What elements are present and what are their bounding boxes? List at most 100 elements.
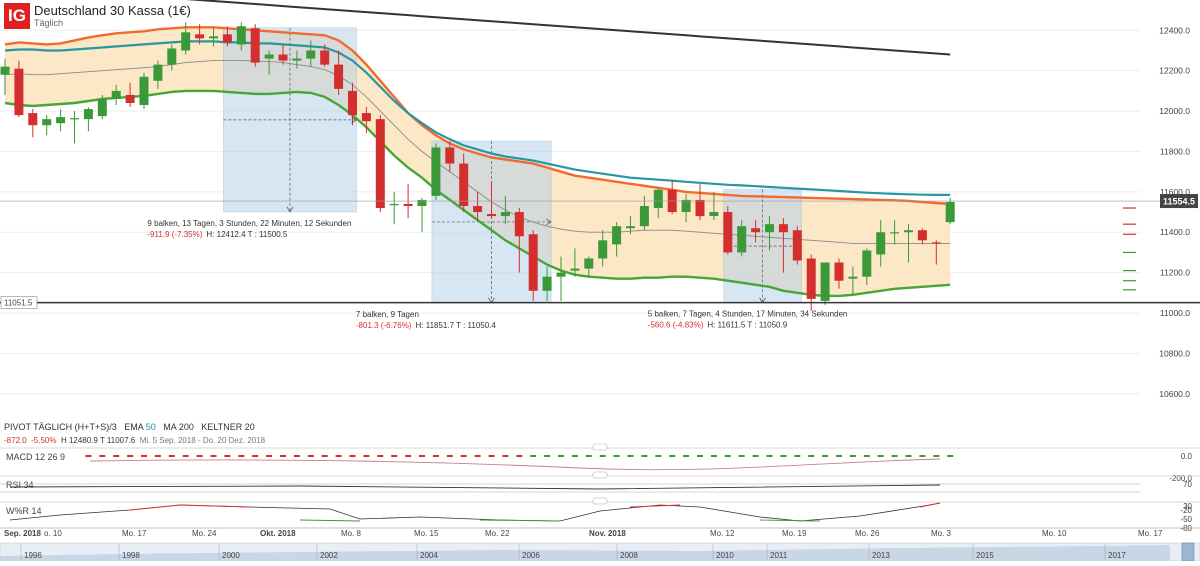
period-high-low: H 12480.9 T 11007.6 (60, 436, 136, 445)
chart-header: IG Deutschland 30 Kassa (1€) Täglich (0, 0, 400, 34)
navigator-year-label: 2015 (976, 551, 994, 560)
navigator-area (0, 545, 1170, 561)
candle-body (417, 199, 427, 206)
instrument-title[interactable]: Deutschland 30 Kassa (1€) (34, 3, 191, 18)
candle-body (792, 230, 802, 261)
navigator-year-label: 1998 (122, 551, 140, 560)
pivot-label[interactable]: PIVOT TÄGLICH (H+T+S)/3 (4, 422, 117, 432)
x-tick-label: Mo. 22 (485, 529, 510, 538)
candle-body (778, 224, 788, 233)
price-info-bar: -872.0 -5.50% H 12480.9 T 11007.6 Mi. 5 … (4, 436, 265, 445)
wr-overbought-segment (129, 502, 941, 511)
x-tick-label: Mo. 10 (1042, 529, 1067, 538)
candle-body (570, 268, 580, 271)
navigator-year-label: 2017 (1108, 551, 1126, 560)
candle-body (361, 113, 371, 122)
candle-body (681, 199, 691, 213)
candle-body (737, 226, 747, 253)
wr-oversold-segment (299, 519, 821, 522)
measure-label: 7 balken, 9 Tagen (356, 310, 419, 319)
x-tick-label: Mo. 17 (1138, 529, 1163, 538)
candle-body (97, 98, 107, 117)
panel-tick: -200.0 (1169, 474, 1192, 483)
indicator-legend: PIVOT TÄGLICH (H+T+S)/3 EMA 50 MA 200 KE… (4, 422, 255, 432)
x-tick-label: Mo. 24 (192, 529, 217, 538)
candle-body (626, 226, 635, 229)
panel-label: MACD 12 26 9 (6, 452, 65, 462)
candle-body (14, 68, 24, 116)
candle-body (431, 147, 441, 196)
candle-body (473, 205, 483, 213)
series-line-ma200 (185, 0, 951, 56)
rsi-line (9, 484, 941, 490)
candle-body (320, 50, 330, 65)
measure-high-low: H: 12412.4 T : 11500.5 (206, 230, 288, 239)
panel-resize-handle (592, 497, 608, 505)
y-tick-label: 11400.0 (1160, 227, 1190, 237)
panel-tick: -50 (1180, 515, 1192, 524)
candle-body (70, 118, 79, 120)
ig-logo: IG (4, 3, 30, 29)
panel-resize-handle (592, 443, 608, 451)
x-tick-label: Nov. 2018 (589, 529, 626, 538)
x-tick-label: Mo. 12 (710, 529, 735, 538)
support-label-box (0, 296, 38, 309)
ma-label[interactable]: MA (163, 422, 177, 432)
candle-body (945, 201, 955, 223)
navigator-year-label: 2000 (222, 551, 240, 560)
candle-body (584, 258, 594, 269)
candle-body (806, 258, 816, 299)
candle-body (639, 205, 649, 227)
candle-body (236, 26, 246, 45)
navigator-year-label: 2008 (620, 551, 638, 560)
candle-body (834, 262, 844, 281)
support-label: 11051.5 (4, 299, 33, 308)
measure-arrowhead (286, 206, 294, 213)
period-range: Mi. 5 Sep. 2018 - Do. 20 Dez. 2018 (139, 436, 266, 445)
series-line-upper (4, 26, 951, 206)
candle-body (542, 276, 552, 291)
keltner-value[interactable]: 20 (244, 422, 255, 432)
timeframe-label[interactable]: Täglich (34, 18, 64, 28)
candle-body (167, 48, 177, 65)
x-tick-label: Mo. 19 (782, 529, 807, 538)
candle-body (306, 50, 316, 59)
measure-change: -801.3 (-6.76%) (356, 321, 412, 330)
candle-body (751, 228, 761, 233)
ma-value[interactable]: 200 (178, 422, 194, 432)
measure-label: 9 balken, 13 Tagen, 3 Stunden, 22 Minute… (147, 219, 351, 228)
candle-body (250, 28, 260, 63)
candle-body (445, 147, 455, 164)
candle-body (612, 226, 622, 245)
x-tick-label: Mo. 17 (122, 529, 147, 538)
keltner-label[interactable]: KELTNER (201, 422, 243, 432)
candle-body (278, 54, 288, 61)
x-tick-label: Mo. 8 (341, 529, 362, 538)
x-tick-label: Mo. 15 (414, 529, 439, 538)
candle-body (111, 90, 121, 99)
ema-label[interactable]: EMA (124, 422, 144, 432)
candle-body (292, 58, 302, 61)
candle-body (334, 64, 344, 89)
candle-body (403, 203, 413, 206)
panel-tick: 0.0 (1181, 452, 1193, 461)
candle-body (375, 119, 385, 209)
candle-body (931, 242, 941, 244)
navigator-year-label: 2011 (770, 551, 788, 560)
x-tick-label: o. 10 (44, 529, 62, 538)
y-tick-label: 10800.0 (1159, 348, 1190, 358)
candle-body (723, 212, 733, 253)
candle-body (500, 212, 510, 217)
series-line-ema (4, 40, 951, 196)
x-tick-label: Mo. 3 (931, 529, 952, 538)
candle-body (209, 36, 218, 39)
candle-body (83, 109, 93, 120)
candle-body (139, 76, 149, 106)
y-tick-label: 11800.0 (1160, 146, 1190, 156)
ema-value[interactable]: 50 (145, 422, 156, 432)
navigator-year-label: 1996 (24, 551, 42, 560)
candle-body (389, 203, 399, 206)
x-tick-label: Okt. 2018 (260, 529, 296, 538)
